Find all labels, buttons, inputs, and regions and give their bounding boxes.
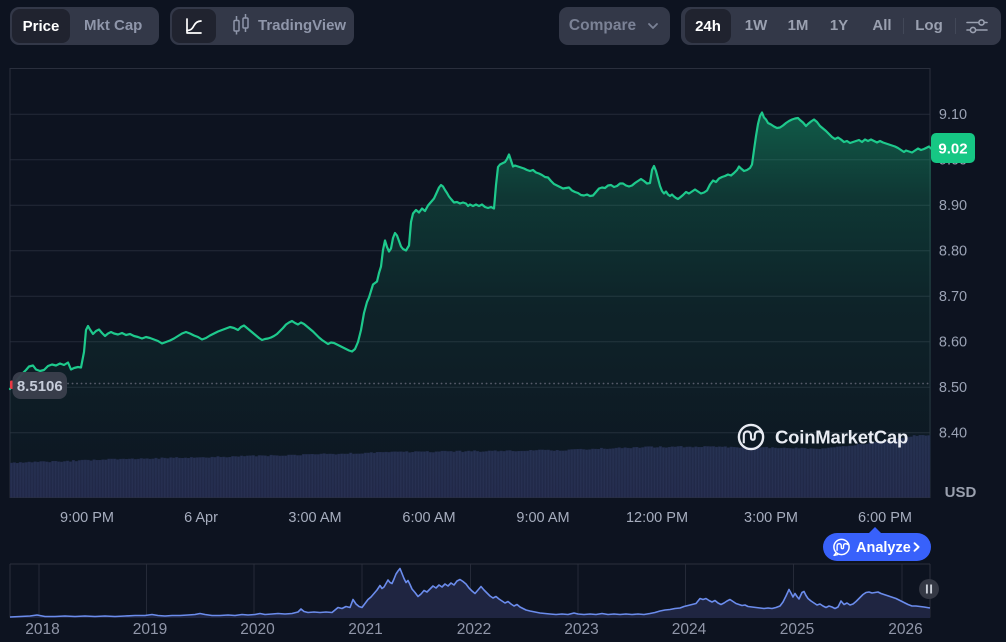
- svg-text:2019: 2019: [133, 621, 167, 638]
- svg-text:9.02: 9.02: [938, 141, 967, 158]
- svg-text:2025: 2025: [780, 621, 814, 638]
- svg-text:2021: 2021: [348, 621, 382, 638]
- svg-text:9:00 AM: 9:00 AM: [516, 510, 569, 526]
- svg-text:2022: 2022: [457, 621, 491, 638]
- svg-text:9:00 PM: 9:00 PM: [60, 510, 114, 526]
- svg-text:8.40: 8.40: [939, 426, 967, 442]
- svg-text:2020: 2020: [240, 621, 275, 638]
- svg-text:8.80: 8.80: [939, 244, 967, 260]
- svg-text:8.50: 8.50: [939, 380, 967, 396]
- svg-text:2018: 2018: [25, 621, 59, 638]
- svg-text:8.90: 8.90: [939, 198, 967, 214]
- svg-text:USD: USD: [945, 484, 977, 501]
- svg-text:12:00 PM: 12:00 PM: [626, 510, 688, 526]
- svg-text:Analyze: Analyze: [856, 540, 911, 556]
- svg-text:6:00 PM: 6:00 PM: [858, 510, 912, 526]
- svg-text:6 Apr: 6 Apr: [184, 510, 218, 526]
- svg-text:8.70: 8.70: [939, 289, 967, 305]
- svg-text:2026: 2026: [888, 621, 922, 638]
- svg-text:3:00 AM: 3:00 AM: [288, 510, 341, 526]
- svg-text:2023: 2023: [564, 621, 598, 638]
- svg-text:8.60: 8.60: [939, 335, 967, 351]
- svg-text:CoinMarketCap: CoinMarketCap: [775, 427, 908, 448]
- svg-text:9.10: 9.10: [939, 107, 967, 123]
- svg-text:6:00 AM: 6:00 AM: [402, 510, 455, 526]
- svg-text:8.5106: 8.5106: [17, 378, 63, 395]
- svg-text:2024: 2024: [672, 621, 707, 638]
- svg-text:3:00 PM: 3:00 PM: [744, 510, 798, 526]
